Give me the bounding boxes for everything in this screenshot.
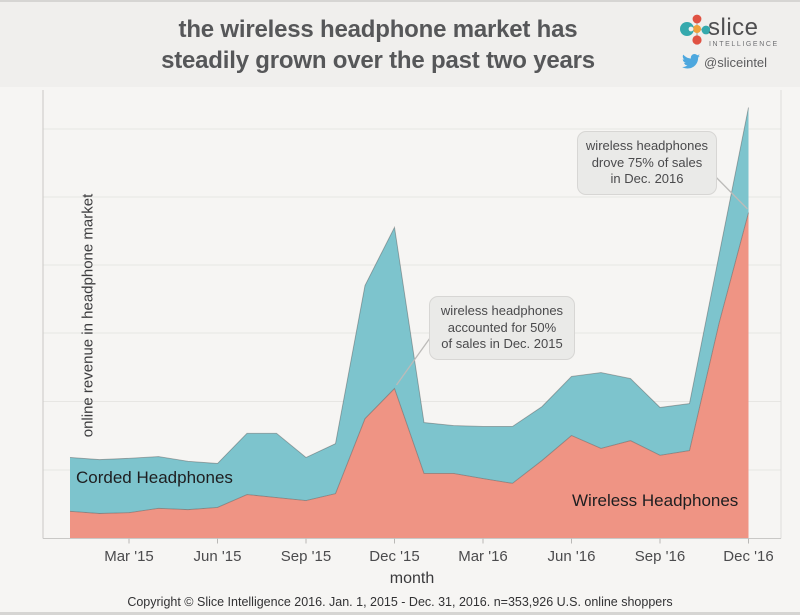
copyright-text: Copyright © Slice Intelligence 2016. Jan…	[127, 595, 673, 609]
x-axis-label: month	[389, 570, 435, 587]
wireless-series-label: Wireless Headphones	[572, 491, 739, 510]
twitter-handle: @sliceintel	[704, 55, 768, 70]
chart-title: the wireless headphone market has steadi…	[0, 14, 756, 76]
annotation-dec-2016-line3: in Dec. 2016	[610, 171, 684, 186]
x-tick-label: Dec '15	[369, 548, 420, 565]
header-band: the wireless headphone market has steadi…	[0, 2, 800, 87]
x-tick-label: Sep '16	[634, 548, 686, 565]
corded-series-label: Corded Headphones	[76, 468, 233, 487]
chart-title-line2: steadily grown over the past two years	[161, 47, 595, 74]
annotation-dec-2015-line2: accounted for 50%	[447, 319, 557, 335]
twitter-bird-icon	[682, 54, 700, 69]
twitter-row: @sliceintel	[682, 54, 797, 72]
x-tick-label: Mar '16	[458, 548, 508, 565]
x-tick-label: Sep '15	[280, 548, 332, 565]
annotation-dec-2016-line1: wireless headphones	[585, 138, 709, 153]
slice-logo-icon	[680, 14, 711, 45]
slice-logo-wordmark: slice	[708, 14, 759, 41]
y-axis-label: online revenue in headphone market	[79, 193, 97, 438]
annotation-dec-2016-line2: drove 75% of sales	[591, 154, 703, 170]
slice-logo: slice INTELLIGENCE	[680, 12, 795, 52]
annotation-dec-2015: wireless headphones accounted for 50% of…	[429, 296, 575, 360]
x-tick-label: Dec '16	[723, 548, 774, 565]
x-tick-label: Jun '16	[547, 548, 596, 565]
annotation-dec-2015-line3: of sales in Dec. 2015	[441, 336, 563, 351]
x-tick-label: Jun '15	[193, 548, 242, 565]
chart-title-line1: the wireless headphone market has	[178, 16, 578, 43]
annotation-dec-2015-line1: wireless headphones	[440, 303, 564, 318]
annotation-dec-2016: wireless headphones drove 75% of sales i…	[577, 131, 717, 195]
x-tick-label: Mar '15	[104, 548, 154, 565]
slice-logo-subtitle: INTELLIGENCE	[709, 41, 779, 48]
